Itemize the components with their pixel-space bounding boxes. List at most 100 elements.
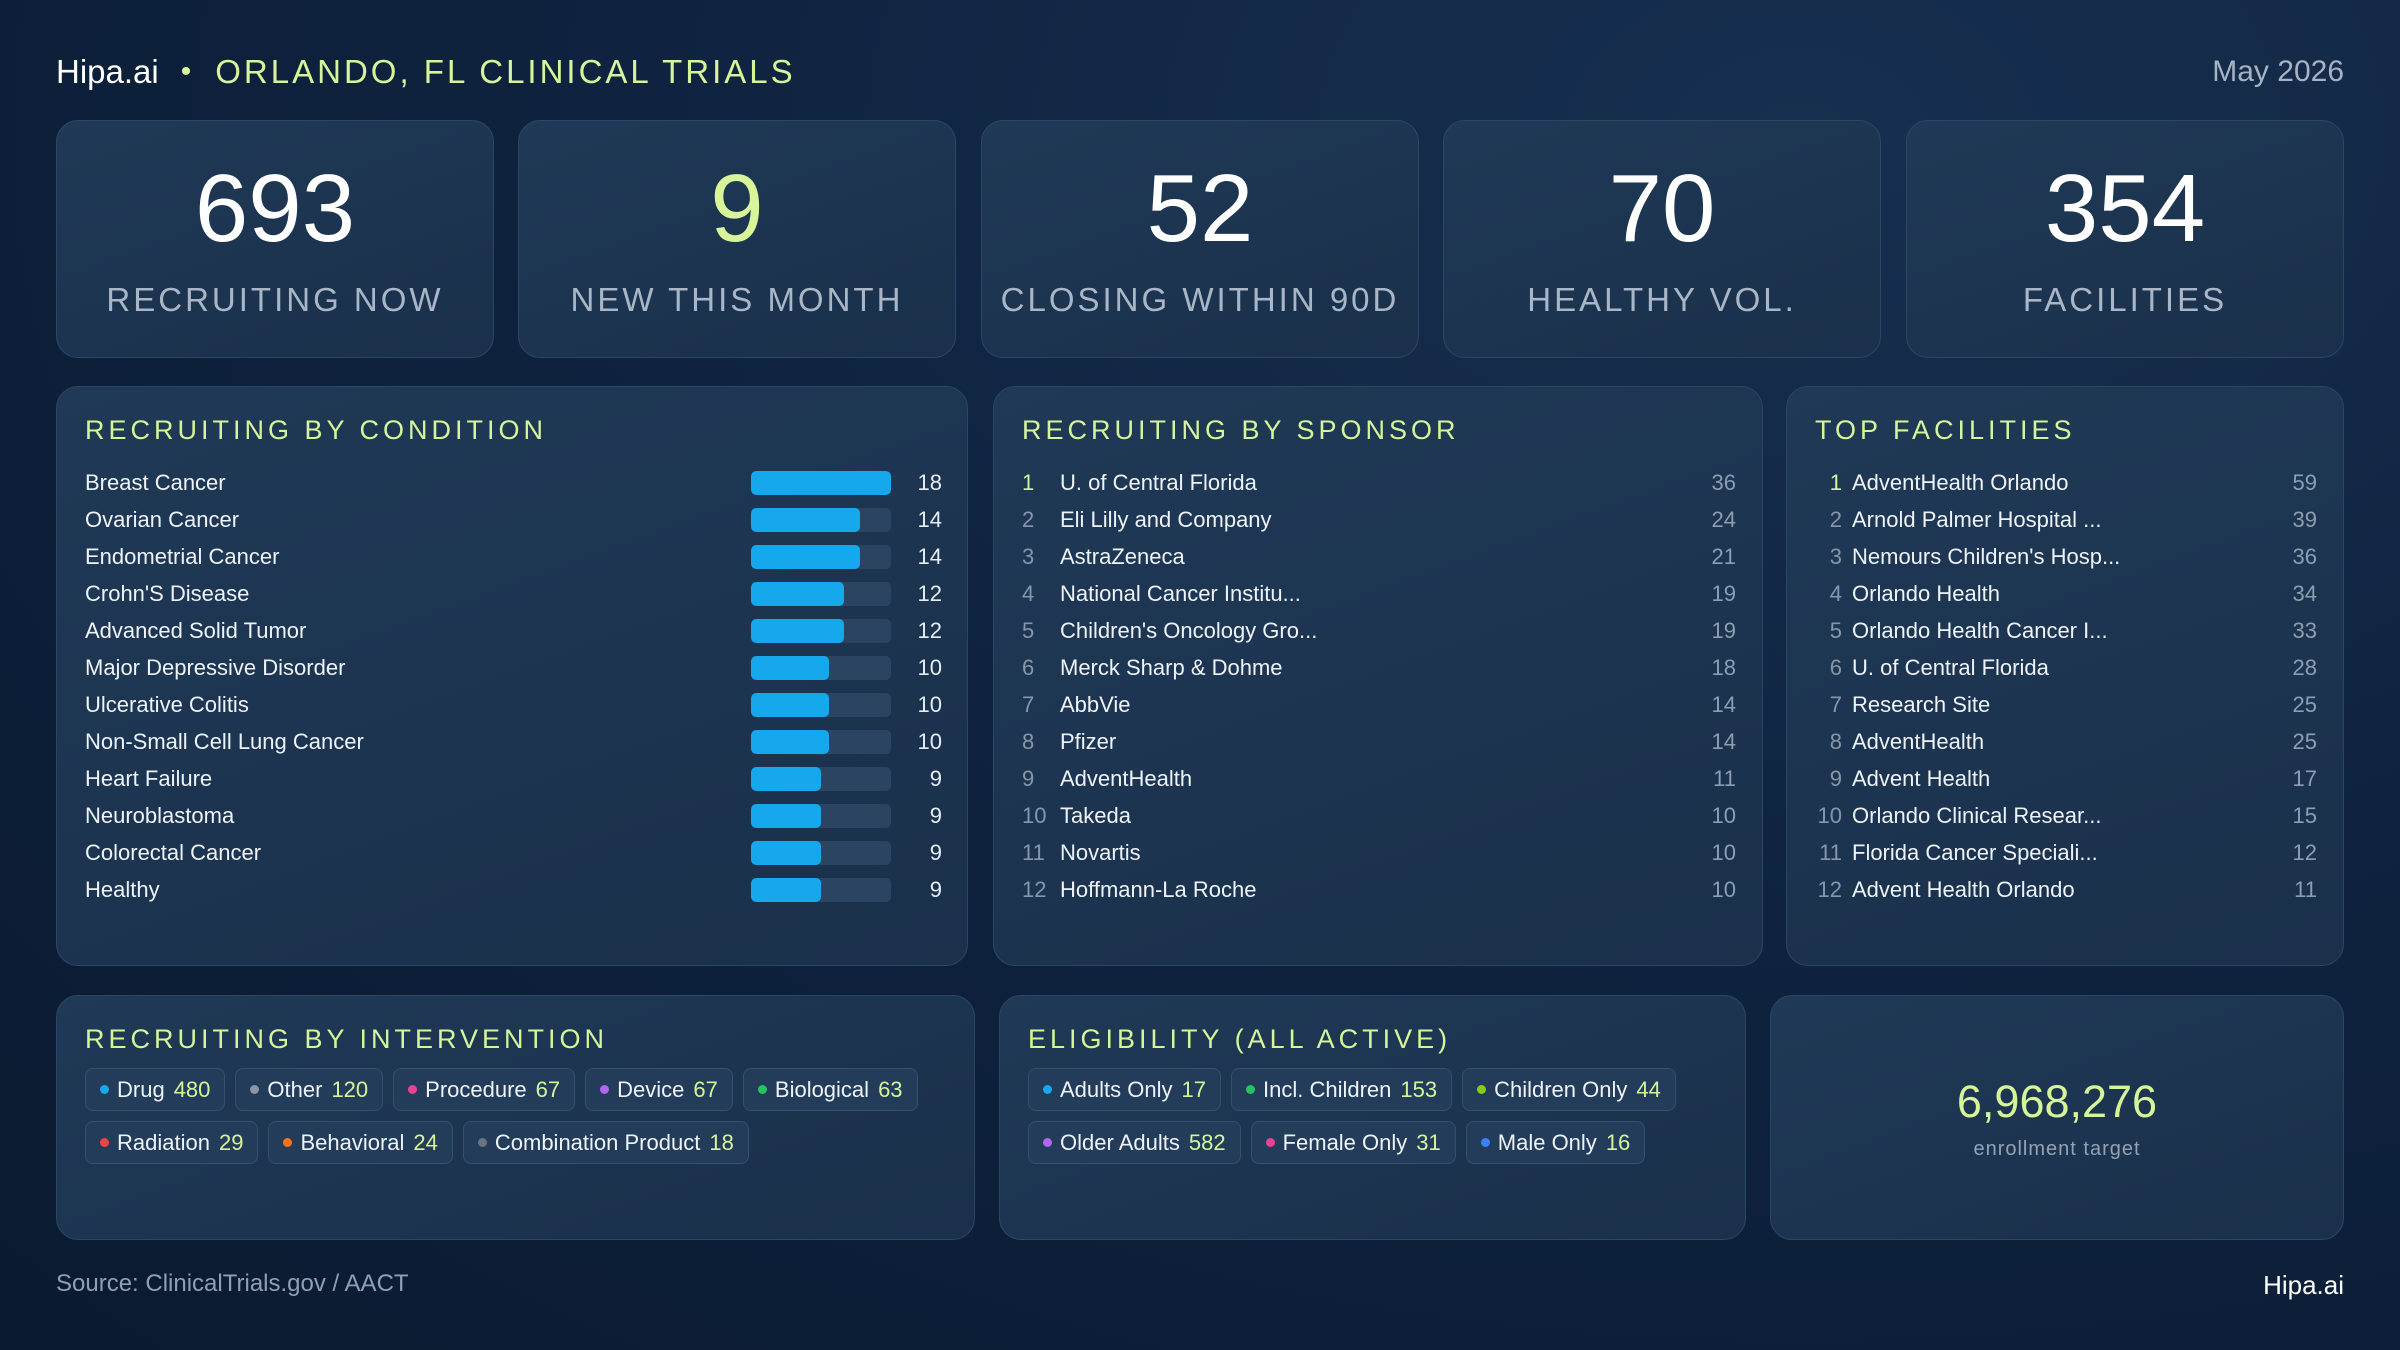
- sponsor-rank: 5: [1022, 617, 1035, 643]
- eligibility-chip: Male Only 16: [1465, 1121, 1646, 1164]
- facilities-panel: TOP FACILITIES 1 AdventHealth Orlando 59 2 A…: [1786, 386, 2344, 966]
- title-separator: •: [180, 55, 192, 88]
- condition-name: Advanced Solid Tumor: [85, 617, 307, 643]
- sponsor-count: 19: [1711, 617, 1736, 643]
- condition-bar-track: [751, 692, 891, 717]
- condition-count: 9: [929, 839, 942, 865]
- color-dot-icon: [1043, 1138, 1052, 1147]
- sponsor-count: 24: [1711, 506, 1736, 532]
- facility-row: 12 Advent Health Orlando 11: [1805, 871, 2317, 908]
- sponsor-count: 36: [1711, 469, 1736, 495]
- footer-source: Source: ClinicalTrials.gov / AACT: [56, 1270, 409, 1297]
- condition-count: 9: [929, 802, 942, 828]
- chip-count: 582: [1188, 1129, 1226, 1155]
- facility-rank: 8: [1829, 728, 1842, 754]
- facility-rank: 5: [1829, 617, 1842, 643]
- facility-name: Florida Cancer Speciali...: [1852, 839, 2098, 865]
- condition-row: Advanced Solid Tumor 12: [85, 612, 942, 649]
- facility-rank: 7: [1829, 691, 1842, 717]
- eligibility-chip: Adults Only 17: [1028, 1068, 1221, 1111]
- chip-label: Male Only: [1497, 1129, 1597, 1155]
- condition-bar-track: [751, 470, 891, 495]
- interventions-chip: Other 120: [235, 1068, 384, 1111]
- sponsor-rank: 1: [1022, 469, 1035, 495]
- condition-count: 10: [917, 691, 942, 717]
- condition-row: Ulcerative Colitis 10: [85, 686, 942, 723]
- condition-row: Breast Cancer 18: [85, 464, 942, 501]
- sponsor-name: Eli Lilly and Company: [1060, 506, 1272, 532]
- kpi-value: 70: [1608, 155, 1716, 262]
- chip-count: 18: [709, 1129, 734, 1155]
- kpi-value: 693: [194, 155, 356, 262]
- interventions-chip: Biological 63: [742, 1068, 918, 1111]
- chip-count: 67: [693, 1076, 718, 1102]
- color-dot-icon: [477, 1138, 487, 1147]
- chip-count: 67: [535, 1076, 561, 1102]
- sponsor-rank: 8: [1022, 728, 1035, 754]
- facility-rank: 3: [1829, 543, 1842, 569]
- facility-name: AdventHealth Orlando: [1852, 469, 2069, 495]
- chip-label: Radiation: [117, 1129, 210, 1155]
- panel-title: RECRUITING BY SPONSOR: [1022, 415, 1460, 445]
- sponsor-name: Novartis: [1060, 839, 1141, 865]
- facility-name: Orlando Health: [1852, 580, 2000, 606]
- sponsor-row: 3 AstraZeneca 21: [1022, 538, 1736, 575]
- facility-count: 59: [2292, 469, 2317, 495]
- condition-bar: [751, 803, 821, 828]
- facility-count: 25: [2292, 728, 2317, 754]
- chip-label: Other: [267, 1076, 323, 1102]
- facility-name: AdventHealth: [1852, 728, 1985, 754]
- condition-row: Ovarian Cancer 14: [85, 501, 942, 538]
- eligibility-chips: Adults Only 17 Incl. Children 153 Children O…: [1028, 1068, 1728, 1164]
- facility-name: Arnold Palmer Hospital ...: [1852, 506, 2102, 532]
- color-dot-icon: [100, 1085, 109, 1094]
- sponsor-count: 10: [1711, 839, 1736, 865]
- panel-title: TOP FACILITIES: [1815, 415, 2076, 445]
- facility-row: 4 Orlando Health 34: [1805, 575, 2317, 612]
- chip-label: Female Only: [1282, 1129, 1408, 1155]
- condition-row: Non-Small Cell Lung Cancer 10: [85, 723, 942, 760]
- chip-label: Combination Product: [494, 1129, 701, 1155]
- sponsor-count: 10: [1711, 802, 1736, 828]
- chip-label: Biological: [774, 1076, 870, 1102]
- interventions-chip: Device 67: [585, 1068, 733, 1111]
- facility-rank: 11: [1819, 839, 1842, 865]
- chip-count: 17: [1181, 1076, 1206, 1102]
- condition-count: 10: [917, 728, 942, 754]
- facility-count: 25: [2292, 691, 2317, 717]
- condition-row: Endometrial Cancer 14: [85, 538, 942, 575]
- condition-bar-track: [751, 581, 891, 606]
- condition-bar: [751, 581, 845, 606]
- color-dot-icon: [283, 1138, 293, 1147]
- facility-name: Advent Health Orlando: [1852, 876, 2075, 902]
- sponsor-count: 21: [1711, 543, 1736, 569]
- facility-rank: 2: [1829, 506, 1842, 532]
- enrollment-value: 6,968,276: [1956, 1076, 2158, 1127]
- condition-bar-track: [751, 507, 891, 532]
- facility-row: 6 U. of Central Florida 28: [1805, 649, 2317, 686]
- condition-count: 9: [929, 765, 942, 791]
- facility-row: 11 Florida Cancer Speciali... 12: [1805, 834, 2317, 871]
- condition-name: Non-Small Cell Lung Cancer: [85, 728, 364, 754]
- condition-bar-track: [751, 877, 891, 902]
- sponsor-rank: 6: [1022, 654, 1035, 680]
- sponsor-rank: 12: [1022, 876, 1047, 902]
- kpi-value: 52: [1146, 155, 1254, 262]
- kpi-value: 354: [2044, 155, 2206, 262]
- chip-count: 29: [218, 1129, 244, 1155]
- facility-rank: 12: [1817, 876, 1842, 902]
- chip-label: Behavioral: [300, 1129, 405, 1155]
- color-dot-icon: [1043, 1085, 1052, 1094]
- kpi-label: FACILITIES: [2022, 281, 2228, 318]
- sponsor-row: 4 National Cancer Institu... 19: [1022, 575, 1736, 612]
- facility-row: 2 Arnold Palmer Hospital ... 39: [1805, 501, 2317, 538]
- sponsor-row: 12 Hoffmann-La Roche 10: [1022, 871, 1736, 908]
- sponsor-name: Pfizer: [1060, 728, 1117, 754]
- panel-title: RECRUITING BY CONDITION: [85, 415, 548, 445]
- condition-row: Healthy 9: [85, 871, 942, 908]
- facility-rank: 4: [1829, 580, 1842, 606]
- color-dot-icon: [1477, 1085, 1487, 1094]
- intervention-chips: Drug 480 Other 120 Procedure 67 Device 67 Biolog…: [85, 1068, 965, 1164]
- kpi-card-new: 9 NEW THIS MONTH: [518, 120, 956, 358]
- sponsor-row: 6 Merck Sharp & Dohme 18: [1022, 649, 1736, 686]
